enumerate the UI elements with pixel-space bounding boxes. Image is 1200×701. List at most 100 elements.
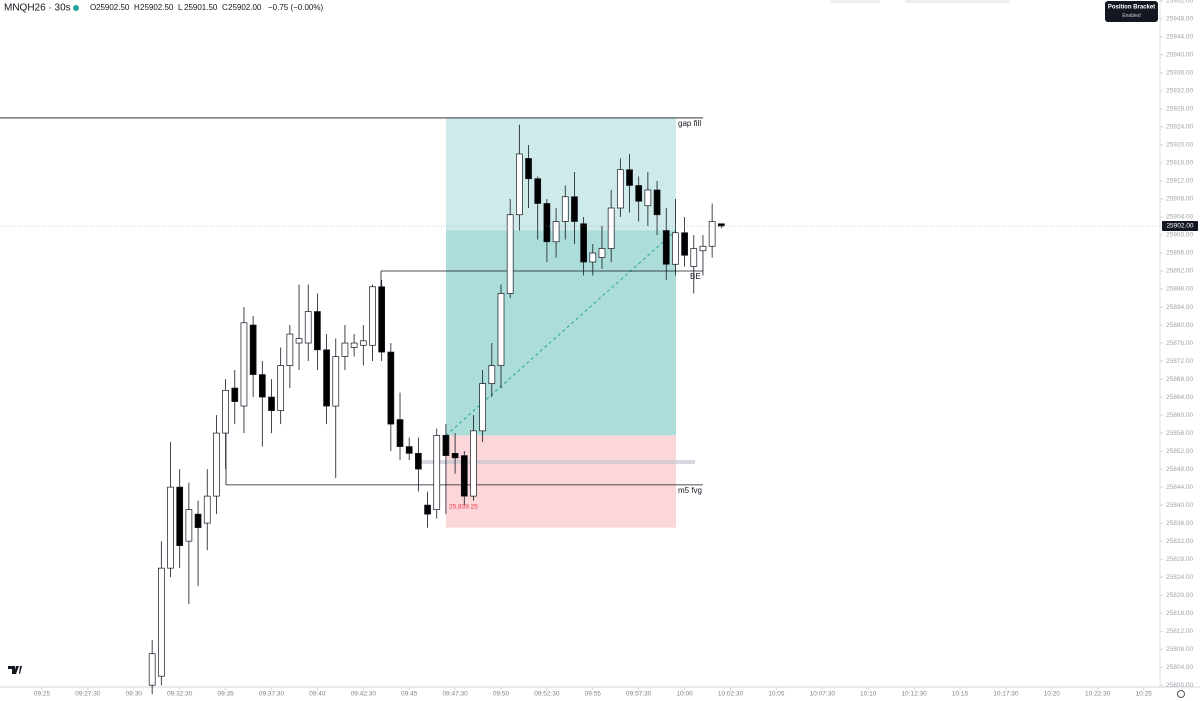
y-tick-label: 25848.00: [1166, 466, 1193, 473]
candle-up: [350, 342, 358, 348]
ohlc-value: 25901.50: [184, 3, 218, 12]
gray-band: [420, 460, 695, 464]
y-tick-label: 25876.00: [1166, 340, 1193, 347]
ohlc-value: 25902.00: [228, 3, 262, 12]
level-label: m5 fvg: [678, 486, 702, 495]
level-label: gap fill: [678, 119, 701, 128]
candle-up: [672, 232, 679, 265]
settings-icon[interactable]: [1177, 690, 1185, 698]
badge-title[interactable]: Position Bracket: [1108, 5, 1155, 11]
candle-down: [396, 419, 404, 447]
y-tick-label: 25940.00: [1166, 52, 1193, 59]
y-tick-label: 25936.00: [1166, 70, 1193, 77]
x-tick-label: 10:17:30: [993, 691, 1019, 698]
status-dot: [73, 5, 79, 11]
candle-up: [616, 169, 624, 209]
candle-down: [378, 286, 386, 353]
candle-down: [405, 446, 413, 454]
y-tick-label: 25952.00: [1166, 0, 1193, 5]
candle-down: [534, 178, 542, 204]
candle-down: [460, 455, 468, 497]
candle-up: [690, 248, 698, 267]
x-tick-label: 09:47:30: [442, 691, 468, 698]
y-tick-label: 25916.00: [1166, 160, 1193, 167]
candle-down: [717, 223, 725, 227]
y-tick-label: 25932.00: [1166, 88, 1193, 95]
candle-up: [488, 365, 496, 384]
x-tick-label: 09:40: [309, 691, 326, 698]
candle-down: [415, 452, 422, 470]
y-tick-label: 25804.00: [1166, 664, 1193, 671]
candle-down: [442, 434, 450, 456]
x-tick-label: 09:57:30: [626, 691, 652, 698]
stop-zone: [446, 435, 676, 528]
y-tick-label: 25832.00: [1166, 538, 1193, 545]
settings-gear[interactable]: [1177, 690, 1185, 698]
candle-down: [268, 396, 275, 411]
candle-up: [148, 653, 156, 686]
y-tick-label: 25900.00: [1166, 232, 1193, 239]
logo-shape: [8, 666, 22, 674]
candle-up: [203, 495, 211, 524]
x-tick-label: 09:42:30: [351, 691, 377, 698]
candle-down: [580, 223, 587, 263]
badge-subtitle[interactable]: Enabled: [1122, 13, 1141, 19]
candle-up: [708, 221, 716, 247]
candle-down: [323, 349, 330, 407]
candle-up: [561, 196, 569, 222]
x-tick-label: 09:35: [217, 691, 234, 698]
ohlc-value: 25902.50: [140, 3, 174, 12]
position-bracket-badge[interactable]: Position Bracket Enabled: [1105, 1, 1158, 22]
x-tick-label: 09:37:30: [259, 691, 285, 698]
candle-down: [626, 169, 633, 186]
level-label: BE: [690, 272, 701, 281]
y-tick-label: 25904.00: [1166, 214, 1193, 221]
x-tick-label: 10:07:30: [810, 691, 836, 698]
candle-up: [157, 567, 165, 677]
y-tick-label: 25836.00: [1166, 520, 1193, 527]
y-tick-label: 25856.00: [1166, 430, 1193, 437]
x-tick-label: 09:55: [585, 691, 602, 698]
candle-up: [470, 430, 477, 497]
y-tick-label: 25840.00: [1166, 502, 1193, 509]
y-tick-label: 25816.00: [1166, 610, 1193, 617]
candle-up: [607, 207, 615, 249]
candle-up: [552, 221, 560, 243]
x-tick-label: 10:25: [1135, 691, 1152, 698]
y-tick-label: 25912.00: [1166, 178, 1193, 185]
candle-up: [304, 311, 312, 344]
candle-up: [644, 189, 652, 207]
x-tick-label: 09:52:30: [534, 691, 560, 698]
y-tick-label: 25884.00: [1166, 304, 1193, 311]
change: −0.75 (−0.00%): [268, 3, 323, 12]
candle-up: [286, 333, 294, 366]
y-tick-label: 25892.00: [1166, 268, 1193, 275]
candle-up: [699, 245, 707, 252]
candle-up: [598, 248, 606, 258]
y-tick-label: 25924.00: [1166, 124, 1193, 131]
y-tick-label: 25812.00: [1166, 628, 1193, 635]
candle-down: [635, 185, 643, 202]
x-tick-label: 09:45: [401, 691, 418, 698]
target-zone: [446, 117, 676, 231]
last-price-box: [1162, 220, 1198, 231]
toolbar-ghost: [905, 0, 1010, 3]
plot: 25,839.25 gap fill BE m5 fvg: [0, 117, 725, 695]
candle-down: [258, 374, 266, 398]
candle-down: [543, 203, 551, 243]
y-tick-label: 25868.00: [1166, 376, 1193, 383]
candle-up: [479, 383, 486, 432]
badge-bg[interactable]: [1105, 1, 1158, 22]
candle-up: [295, 338, 303, 344]
candle-down: [681, 232, 688, 256]
candle-up: [167, 486, 174, 569]
candle-down: [451, 452, 459, 459]
candle-up: [506, 214, 514, 294]
candle-up: [359, 340, 367, 346]
y-tick-label: 25860.00: [1166, 412, 1193, 419]
y-tick-label: 25852.00: [1166, 448, 1193, 455]
x-tick-label: 10:20: [1044, 691, 1061, 698]
y-tick-label: 25808.00: [1166, 646, 1193, 653]
y-tick-label: 25888.00: [1166, 286, 1193, 293]
